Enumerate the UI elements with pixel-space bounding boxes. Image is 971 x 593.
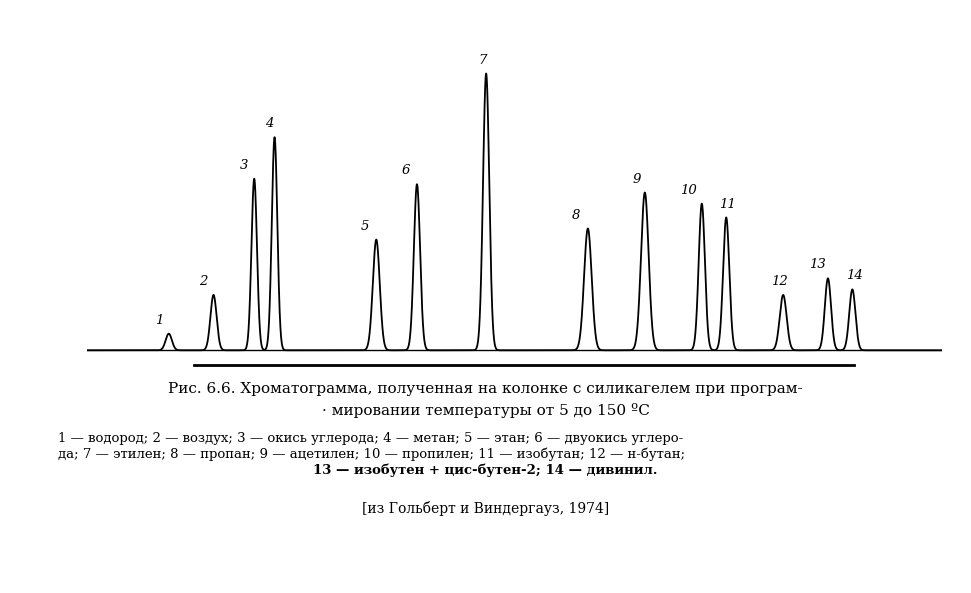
Text: 13: 13 xyxy=(809,259,825,272)
Text: 1 — водород; 2 — воздух; 3 — окись углерода; 4 — метан; 5 — этан; 6 — двуокись у: 1 — водород; 2 — воздух; 3 — окись углер… xyxy=(58,432,684,445)
Text: 13 — изобутен + цис-бутен-2; 14 — дивинил.: 13 — изобутен + цис-бутен-2; 14 — дивини… xyxy=(314,464,657,477)
Text: [из Гольберт и Виндергауз, 1974]: [из Гольберт и Виндергауз, 1974] xyxy=(362,501,609,516)
Text: 7: 7 xyxy=(478,53,486,66)
Text: 11: 11 xyxy=(720,197,736,211)
Text: Рис. 6.6. Хроматограмма, полученная на колонке с силикагелем при програм-: Рис. 6.6. Хроматограмма, полученная на к… xyxy=(168,382,803,397)
Text: · мировании температуры от 5 до 150 ºC: · мировании температуры от 5 до 150 ºC xyxy=(321,403,650,418)
Text: 4: 4 xyxy=(265,117,274,130)
Text: 5: 5 xyxy=(360,219,369,232)
Text: 2: 2 xyxy=(199,275,207,288)
Text: 8: 8 xyxy=(572,209,581,222)
Text: 12: 12 xyxy=(771,275,787,288)
Text: да; 7 — этилен; 8 — пропан; 9 — ацетилен; 10 — пропилен; 11 — изобутан; 12 — н-б: да; 7 — этилен; 8 — пропан; 9 — ацетилен… xyxy=(58,448,686,461)
Text: 9: 9 xyxy=(632,173,641,186)
Text: 14: 14 xyxy=(846,269,862,282)
Text: 1: 1 xyxy=(154,314,163,327)
Text: 6: 6 xyxy=(401,164,410,177)
Text: 3: 3 xyxy=(240,159,248,172)
Text: 10: 10 xyxy=(681,184,697,197)
